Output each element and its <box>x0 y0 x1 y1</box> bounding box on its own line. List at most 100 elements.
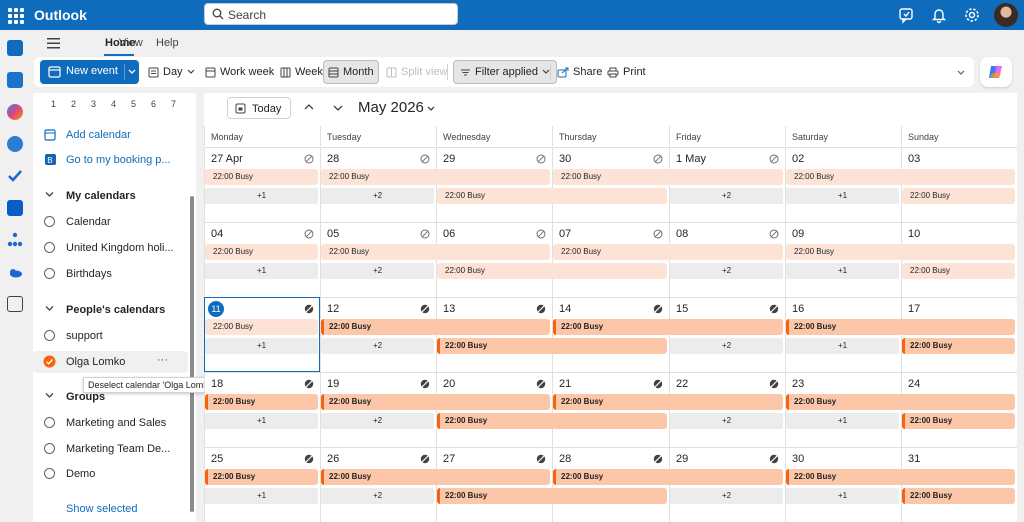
day-number[interactable]: 19 <box>327 378 340 390</box>
day-cell[interactable]: 25 <box>204 447 320 522</box>
peoples-calendars-header[interactable]: People's calendars <box>33 300 188 320</box>
group-item-demo[interactable]: Demo <box>33 463 188 485</box>
month-view-button[interactable]: Month <box>323 60 379 84</box>
more-events-button[interactable]: +2 <box>321 488 434 504</box>
day-cell[interactable]: 21 <box>552 372 669 447</box>
busy-event[interactable]: 22:00 Busy <box>437 488 667 504</box>
busy-event[interactable]: 22:00 Busy <box>902 188 1015 204</box>
day-number[interactable]: 18 <box>211 378 224 390</box>
more-events-button[interactable]: +2 <box>670 263 783 279</box>
day-number[interactable]: 14 <box>559 303 572 315</box>
day-cell[interactable]: 26 <box>320 447 436 522</box>
day-cell[interactable]: 27 Apr <box>204 147 320 222</box>
more-events-button[interactable]: +1 <box>786 263 899 279</box>
more-events-button[interactable]: +2 <box>321 413 434 429</box>
busy-event[interactable]: 22:00 Busy <box>553 319 783 335</box>
day-number[interactable]: 21 <box>559 378 572 390</box>
groups-header[interactable]: Groups <box>33 387 188 407</box>
feedback-icon[interactable] <box>897 6 915 24</box>
ribbon-expand-icon[interactable] <box>957 70 965 76</box>
more-options-icon[interactable]: ··· <box>157 354 168 366</box>
mini-calendar-day[interactable]: 4 <box>111 99 117 109</box>
more-events-button[interactable]: +1 <box>786 338 899 354</box>
day-number[interactable]: 03 <box>908 153 921 165</box>
day-number[interactable]: 10 <box>908 228 921 240</box>
day-cell[interactable]: 14 <box>552 297 669 372</box>
busy-event[interactable]: 22:00 Busy <box>902 488 1015 504</box>
busy-event[interactable]: 22:00 Busy <box>205 244 318 260</box>
mini-calendar-day[interactable]: 5 <box>131 99 137 109</box>
day-number[interactable]: 13 <box>443 303 456 315</box>
org-icon[interactable] <box>7 232 23 248</box>
day-number[interactable]: 30 <box>559 153 572 165</box>
mini-calendar-day[interactable]: 2 <box>71 99 77 109</box>
files-icon[interactable] <box>7 200 23 216</box>
onedrive-icon[interactable] <box>7 264 23 280</box>
day-cell[interactable]: 04 <box>204 222 320 297</box>
day-cell[interactable]: 05 <box>320 222 436 297</box>
day-cell[interactable]: 30 <box>552 147 669 222</box>
search-input[interactable]: Search <box>204 3 458 25</box>
busy-event[interactable]: 22:00 Busy <box>437 188 667 204</box>
day-number[interactable]: 28 <box>559 453 572 465</box>
busy-event[interactable]: 22:00 Busy <box>321 394 550 410</box>
today-date-badge[interactable]: 11 <box>208 301 224 317</box>
busy-event[interactable]: 22:00 Busy <box>553 169 783 185</box>
today-button[interactable]: Today <box>227 97 291 119</box>
show-selected-link[interactable]: Show selected <box>66 503 138 515</box>
more-events-button[interactable]: +2 <box>670 488 783 504</box>
more-events-button[interactable]: +1 <box>786 413 899 429</box>
more-events-button[interactable]: +2 <box>321 188 434 204</box>
busy-event[interactable]: 22:00 Busy <box>321 169 550 185</box>
checkbox[interactable] <box>44 242 55 253</box>
filter-button[interactable]: Filter applied <box>453 60 557 84</box>
checkbox[interactable] <box>44 268 55 279</box>
hamburger-icon[interactable] <box>47 38 60 49</box>
more-events-button[interactable]: +1 <box>205 413 318 429</box>
more-events-button[interactable]: +1 <box>786 488 899 504</box>
busy-event[interactable]: 22:00 Busy <box>786 469 1015 485</box>
day-cell[interactable]: 12 <box>320 297 436 372</box>
day-view-button[interactable]: Day <box>144 60 199 84</box>
checkbox[interactable] <box>44 330 55 341</box>
day-cell[interactable]: 23 <box>785 372 901 447</box>
bell-icon[interactable] <box>930 6 948 24</box>
add-calendar-link[interactable]: Add calendar <box>33 124 188 146</box>
day-number[interactable]: 23 <box>792 378 805 390</box>
week-view-button[interactable]: Week <box>276 60 327 84</box>
work-week-view-button[interactable]: Work week <box>201 60 278 84</box>
people-icon[interactable] <box>7 136 23 152</box>
day-number[interactable]: 29 <box>676 453 689 465</box>
share-button[interactable]: Share <box>553 60 606 84</box>
day-number[interactable]: 25 <box>211 453 224 465</box>
busy-event[interactable]: 22:00 Busy <box>902 338 1015 354</box>
day-cell[interactable]: 02 <box>785 147 901 222</box>
chevron-down-icon[interactable] <box>333 104 343 112</box>
busy-event[interactable]: 22:00 Busy <box>553 244 783 260</box>
new-event-button[interactable]: New event <box>40 60 139 84</box>
day-number[interactable]: 22 <box>676 378 689 390</box>
day-number[interactable]: 05 <box>327 228 340 240</box>
busy-event[interactable]: 22:00 Busy <box>321 319 550 335</box>
day-number[interactable]: 28 <box>327 153 340 165</box>
day-number[interactable]: 24 <box>908 378 921 390</box>
avatar[interactable] <box>994 3 1018 27</box>
gear-icon[interactable] <box>963 6 981 24</box>
left-pane-scrollbar[interactable] <box>190 196 194 512</box>
more-events-button[interactable]: +2 <box>670 413 783 429</box>
more-events-button[interactable]: +2 <box>321 263 434 279</box>
mini-calendar-day[interactable]: 6 <box>151 99 157 109</box>
calendar-app-icon[interactable] <box>7 72 23 88</box>
busy-event[interactable]: 22:00 Busy <box>437 413 667 429</box>
more-events-button[interactable]: +1 <box>205 188 318 204</box>
day-number[interactable]: 29 <box>443 153 456 165</box>
more-events-button[interactable]: +2 <box>670 338 783 354</box>
more-events-button[interactable]: +1 <box>205 263 318 279</box>
day-number[interactable]: 20 <box>443 378 456 390</box>
split-view-button[interactable]: Split view <box>382 60 451 84</box>
busy-event[interactable]: 22:00 Busy <box>321 469 550 485</box>
busy-event[interactable]: 22:00 Busy <box>786 319 1015 335</box>
more-events-button[interactable]: +2 <box>670 188 783 204</box>
checkbox[interactable] <box>44 216 55 227</box>
more-events-button[interactable]: +1 <box>205 488 318 504</box>
